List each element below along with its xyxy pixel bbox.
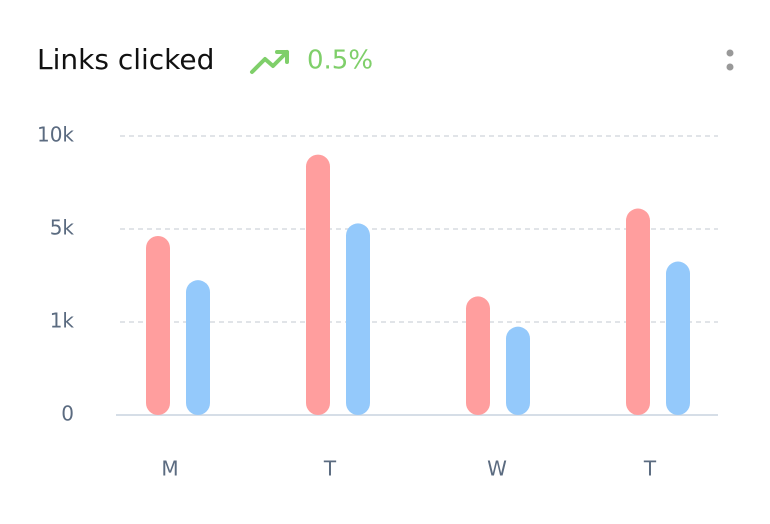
card-title: Links clicked	[37, 43, 214, 76]
x-tick-label: M	[161, 457, 178, 481]
y-tick-label: 10k	[37, 123, 74, 147]
bar	[666, 261, 690, 415]
x-tick-label: T	[643, 457, 657, 481]
x-tick-label: T	[323, 457, 337, 481]
y-tick-label: 1k	[50, 309, 75, 333]
y-tick-label: 0	[61, 402, 74, 426]
bar	[306, 154, 330, 415]
bar	[346, 223, 370, 415]
bar	[146, 235, 170, 415]
trend-icon	[250, 50, 289, 74]
bar	[506, 326, 530, 415]
x-tick-label: W	[487, 457, 507, 481]
bar	[186, 280, 210, 415]
trend-value: 0.5%	[307, 46, 373, 76]
bar	[466, 296, 490, 415]
y-tick-label: 5k	[50, 216, 75, 240]
more-menu[interactable]	[726, 49, 734, 71]
bar	[626, 208, 650, 415]
